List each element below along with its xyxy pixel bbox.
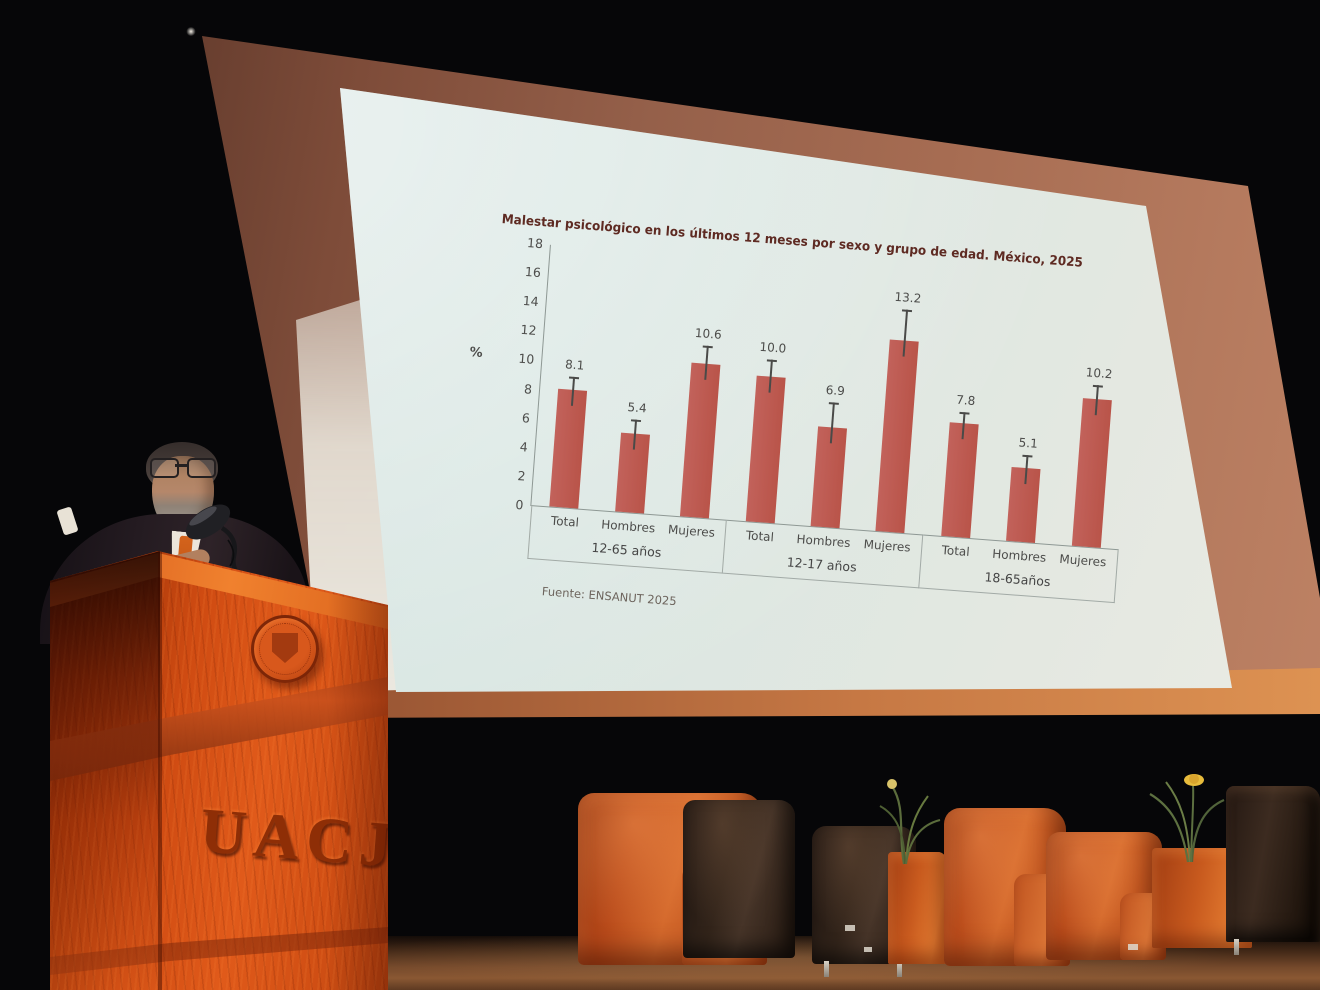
category-label: Hombres <box>796 532 851 551</box>
university-seal-icon <box>251 615 319 683</box>
bar-group: 10.0 6.9 13.2 Total Hombres Mujeres 12-17 años <box>723 259 943 589</box>
bar-value-label: 10.6 <box>694 326 723 343</box>
group-bars: 8.1 5.4 10.6 <box>531 244 747 521</box>
y-tick-label: 0 <box>514 496 524 513</box>
glasses-bridge <box>175 464 187 467</box>
bar-value-label: 10.2 <box>1085 365 1113 382</box>
error-bar <box>703 346 709 380</box>
category-label: Mujeres <box>1058 551 1107 570</box>
chart-bar: 5.1 <box>1006 435 1041 543</box>
group-bars: 10.0 6.9 13.2 <box>727 259 943 536</box>
category-label: Total <box>941 542 971 560</box>
chart-bar: 13.2 <box>875 290 922 534</box>
plot-row: 18 16 14 12 10 8 6 4 2 0% 8.1 5.4 10.6 Total Hombres M… <box>469 235 1139 604</box>
chair-label-tag <box>864 947 872 952</box>
category-label: Total <box>550 513 580 530</box>
y-tick-label: 16 <box>524 264 542 281</box>
glasses-right-lens <box>187 458 216 478</box>
bar-value-label: 5.4 <box>627 399 648 416</box>
chart-bar: 5.4 <box>614 400 650 514</box>
chair-label-tag <box>1128 944 1138 950</box>
error-bar <box>1024 454 1029 484</box>
ceiling-light-dot <box>186 27 196 36</box>
plant-icon <box>879 779 941 865</box>
y-axis-unit-label: % <box>469 345 484 361</box>
bar-value-label: 13.2 <box>894 290 922 307</box>
y-tick-label: 4 <box>519 438 529 455</box>
bar-value-label: 5.1 <box>1018 435 1039 451</box>
podium-left-face-shadow <box>50 551 160 990</box>
bar-groups: 8.1 5.4 10.6 Total Hombres Mujeres 12-65 años 1… <box>527 244 1139 604</box>
error-bar <box>632 419 638 451</box>
y-tick-label: 8 <box>523 380 533 397</box>
y-tick-label: 10 <box>517 351 535 368</box>
shirt-collar <box>56 506 79 536</box>
group-label: 12-65 años <box>590 539 662 560</box>
y-tick-label: 14 <box>522 293 540 310</box>
error-bar <box>768 359 773 394</box>
orange-armchair-3 <box>1046 832 1166 960</box>
bar-value-label: 7.8 <box>955 392 976 408</box>
bar-value-label: 6.9 <box>825 382 846 399</box>
podium-corner-edge <box>158 551 162 990</box>
chair-label-tag <box>845 925 855 931</box>
podium: UACJ <box>50 551 388 990</box>
chart-bar: 10.2 <box>1071 366 1113 548</box>
chart-bar: 6.9 <box>810 383 848 529</box>
dark-armchair-back <box>683 800 795 958</box>
sofa-leg <box>1234 939 1239 955</box>
y-tick-label: 6 <box>521 409 531 426</box>
y-tick-label: 18 <box>526 235 544 252</box>
dark-sofa <box>1226 786 1320 955</box>
glasses-left-lens <box>150 458 179 478</box>
chair-leg <box>824 961 829 977</box>
side-table-cube-1 <box>888 852 946 964</box>
bar-group: 8.1 5.4 10.6 Total Hombres Mujeres 12-65 años <box>527 244 747 574</box>
chart-bar: 7.8 <box>941 392 979 539</box>
bar-value-label: 10.0 <box>759 339 787 356</box>
y-tick-label: 2 <box>517 467 527 484</box>
category-label: Hombres <box>991 546 1047 565</box>
chart-bar: 10.6 <box>680 326 722 519</box>
orange-armchair-2 <box>944 808 1070 966</box>
group-label: 18-65años <box>983 569 1052 590</box>
error-bar <box>902 309 908 357</box>
error-bar <box>961 412 966 440</box>
category-label: Mujeres <box>863 537 912 555</box>
bar-value-label: 8.1 <box>564 357 585 373</box>
chart-bar: 8.1 <box>549 357 588 509</box>
error-bar <box>570 376 575 407</box>
category-label: Mujeres <box>667 522 716 540</box>
category-label: Total <box>745 528 775 545</box>
group-label: 12-17 años <box>786 554 858 575</box>
plant-flower-icon <box>1149 774 1225 863</box>
category-label: Hombres <box>600 517 656 536</box>
error-bar <box>1094 385 1100 415</box>
group-bars: 7.8 5.1 10.2 <box>922 274 1139 551</box>
podium-right-shade <box>50 551 388 990</box>
chair-leg <box>897 961 902 977</box>
y-tick-label: 12 <box>520 322 538 339</box>
error-bar <box>830 402 836 444</box>
bar-group: 7.8 5.1 10.2 Total Hombres Mujeres 18-65años <box>918 274 1139 604</box>
chart-bar: 10.0 <box>745 340 787 524</box>
